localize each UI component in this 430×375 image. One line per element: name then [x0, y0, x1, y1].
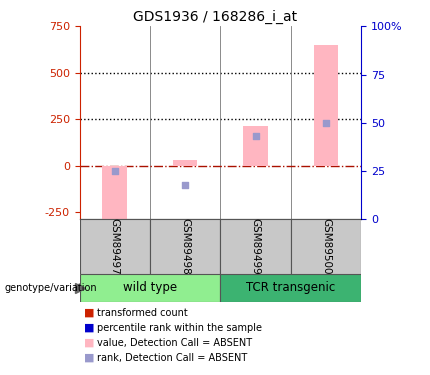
- Bar: [80, 219, 150, 274]
- Bar: [173, 160, 197, 165]
- Point: [322, 120, 329, 126]
- Bar: [150, 219, 220, 274]
- Text: percentile rank within the sample: percentile rank within the sample: [97, 323, 262, 333]
- Bar: [102, 165, 127, 219]
- Text: ■: ■: [84, 338, 94, 348]
- Text: ■: ■: [84, 353, 94, 363]
- Text: rank, Detection Call = ABSENT: rank, Detection Call = ABSENT: [97, 353, 247, 363]
- Text: value, Detection Call = ABSENT: value, Detection Call = ABSENT: [97, 338, 252, 348]
- Bar: [243, 126, 268, 165]
- Text: transformed count: transformed count: [97, 308, 187, 318]
- Text: GSM89497: GSM89497: [110, 218, 120, 275]
- Text: TCR transgenic: TCR transgenic: [246, 281, 335, 294]
- Text: GDS1936 / 168286_i_at: GDS1936 / 168286_i_at: [133, 9, 297, 24]
- Bar: [220, 274, 361, 302]
- Text: wild type: wild type: [123, 281, 177, 294]
- Bar: [313, 45, 338, 165]
- Text: ■: ■: [84, 308, 94, 318]
- Bar: [220, 219, 291, 274]
- Text: GSM89499: GSM89499: [251, 218, 261, 275]
- Text: ■: ■: [84, 323, 94, 333]
- Point: [111, 168, 118, 174]
- Point: [252, 134, 259, 140]
- Point: [182, 182, 189, 188]
- Text: GSM89498: GSM89498: [180, 218, 190, 275]
- Bar: [291, 219, 361, 274]
- Text: genotype/variation: genotype/variation: [4, 283, 97, 293]
- Text: GSM89500: GSM89500: [321, 218, 331, 275]
- Bar: [80, 274, 220, 302]
